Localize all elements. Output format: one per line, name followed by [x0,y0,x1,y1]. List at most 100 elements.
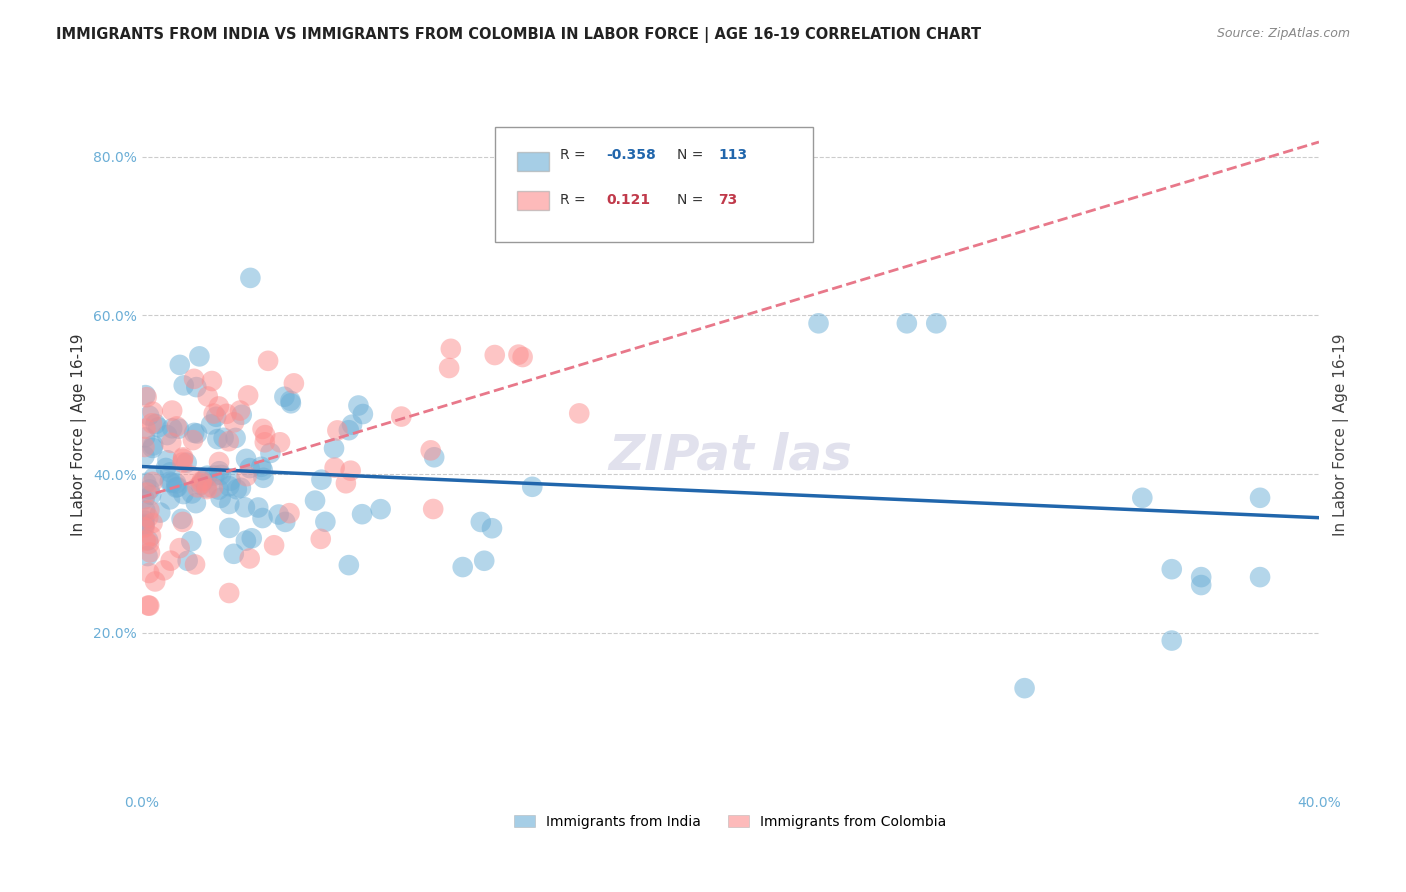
Immigrants from Colombia [253,435,276,450]
Immigrants from Colombia [179,468,201,483]
Immigrants from India [451,560,474,574]
FancyBboxPatch shape [495,128,813,242]
Immigrants from India [259,446,281,460]
Immigrants from India [134,513,156,527]
Immigrants from Colombia [184,558,207,572]
Immigrants from India [472,554,495,568]
Immigrants from Colombia [389,409,412,424]
Immigrants from India [481,521,503,535]
Immigrants from India [142,438,165,452]
Immigrants from Colombia [229,403,252,417]
Immigrants from Colombia [136,510,159,524]
Immigrants from India [1249,570,1271,584]
Y-axis label: In Labor Force | Age 16-19: In Labor Force | Age 16-19 [72,333,87,535]
Immigrants from Colombia [326,424,349,438]
Immigrants from India [1189,578,1212,592]
Immigrants from India [273,390,295,404]
Immigrants from India [156,428,179,442]
Immigrants from India [235,533,257,548]
Immigrants from India [225,483,247,497]
Immigrants from Colombia [309,532,332,546]
Immigrants from Colombia [202,407,225,421]
Text: 0.121: 0.121 [606,194,651,207]
Immigrants from India [218,521,240,535]
Immigrants from India [807,316,830,330]
Immigrants from Colombia [153,563,176,577]
Immigrants from India [337,423,360,437]
Immigrants from India [219,474,242,488]
Immigrants from Colombia [215,407,238,421]
Text: 113: 113 [718,147,748,161]
Text: Source: ZipAtlas.com: Source: ZipAtlas.com [1216,27,1350,40]
Immigrants from Colombia [172,456,194,470]
Y-axis label: In Labor Force | Age 16-19: In Labor Force | Age 16-19 [1333,333,1348,535]
Immigrants from India [222,547,245,561]
Immigrants from Colombia [160,436,183,450]
Immigrants from India [134,430,156,444]
Immigrants from Colombia [235,469,257,483]
Immigrants from India [160,475,183,490]
Immigrants from Colombia [138,503,160,517]
Immigrants from India [145,417,167,431]
Immigrants from India [1160,633,1182,648]
Immigrants from India [323,442,346,456]
Text: N =: N = [678,147,709,161]
Immigrants from Colombia [278,506,301,520]
Immigrants from India [176,456,198,470]
Immigrants from India [522,480,544,494]
Immigrants from Colombia [195,482,218,496]
Immigrants from India [188,350,211,364]
Immigrants from India [280,396,302,410]
Immigrants from India [209,491,232,505]
Immigrants from Colombia [440,342,463,356]
Immigrants from Colombia [160,403,183,417]
Immigrants from Colombia [190,474,212,488]
Immigrants from India [176,554,198,568]
Immigrants from India [204,468,226,483]
Immigrants from India [252,471,274,485]
Immigrants from Colombia [512,350,534,364]
Immigrants from India [165,481,187,495]
Immigrants from India [159,492,181,507]
Immigrants from India [304,493,326,508]
Immigrants from Colombia [218,586,240,600]
Immigrants from India [141,488,163,502]
Immigrants from Colombia [283,376,305,391]
Immigrants from India [235,451,257,466]
Immigrants from Colombia [323,460,346,475]
Legend: Immigrants from India, Immigrants from Colombia: Immigrants from India, Immigrants from C… [509,809,952,834]
Immigrants from India [183,425,205,440]
Immigrants from Colombia [183,372,205,386]
Immigrants from India [134,388,156,402]
Immigrants from India [252,511,274,525]
Immigrants from Colombia [568,406,591,420]
Immigrants from India [186,380,208,394]
Immigrants from India [205,409,228,424]
Immigrants from India [337,558,360,573]
Immigrants from India [1249,491,1271,505]
Immigrants from India [135,475,157,490]
Immigrants from Colombia [172,451,194,466]
Immigrants from Colombia [201,481,224,495]
Immigrants from India [159,475,181,489]
Immigrants from Colombia [136,599,159,613]
Immigrants from India [225,431,247,445]
Immigrants from India [195,480,218,494]
Immigrants from India [340,417,363,432]
Immigrants from India [136,533,159,548]
Immigrants from India [136,549,159,563]
Immigrants from India [231,408,253,422]
Immigrants from Colombia [263,538,285,552]
Immigrants from Colombia [239,551,262,566]
Text: -0.358: -0.358 [606,147,657,161]
Immigrants from Colombia [135,485,157,500]
Immigrants from India [167,422,190,436]
Immigrants from India [169,358,191,372]
Text: IMMIGRANTS FROM INDIA VS IMMIGRANTS FROM COLOMBIA IN LABOR FORCE | AGE 16-19 COR: IMMIGRANTS FROM INDIA VS IMMIGRANTS FROM… [56,27,981,43]
Immigrants from India [1130,491,1153,505]
Immigrants from India [134,492,156,507]
Immigrants from India [134,449,156,463]
Immigrants from India [1014,681,1036,695]
Immigrants from Colombia [508,348,530,362]
Immigrants from Colombia [159,554,181,568]
